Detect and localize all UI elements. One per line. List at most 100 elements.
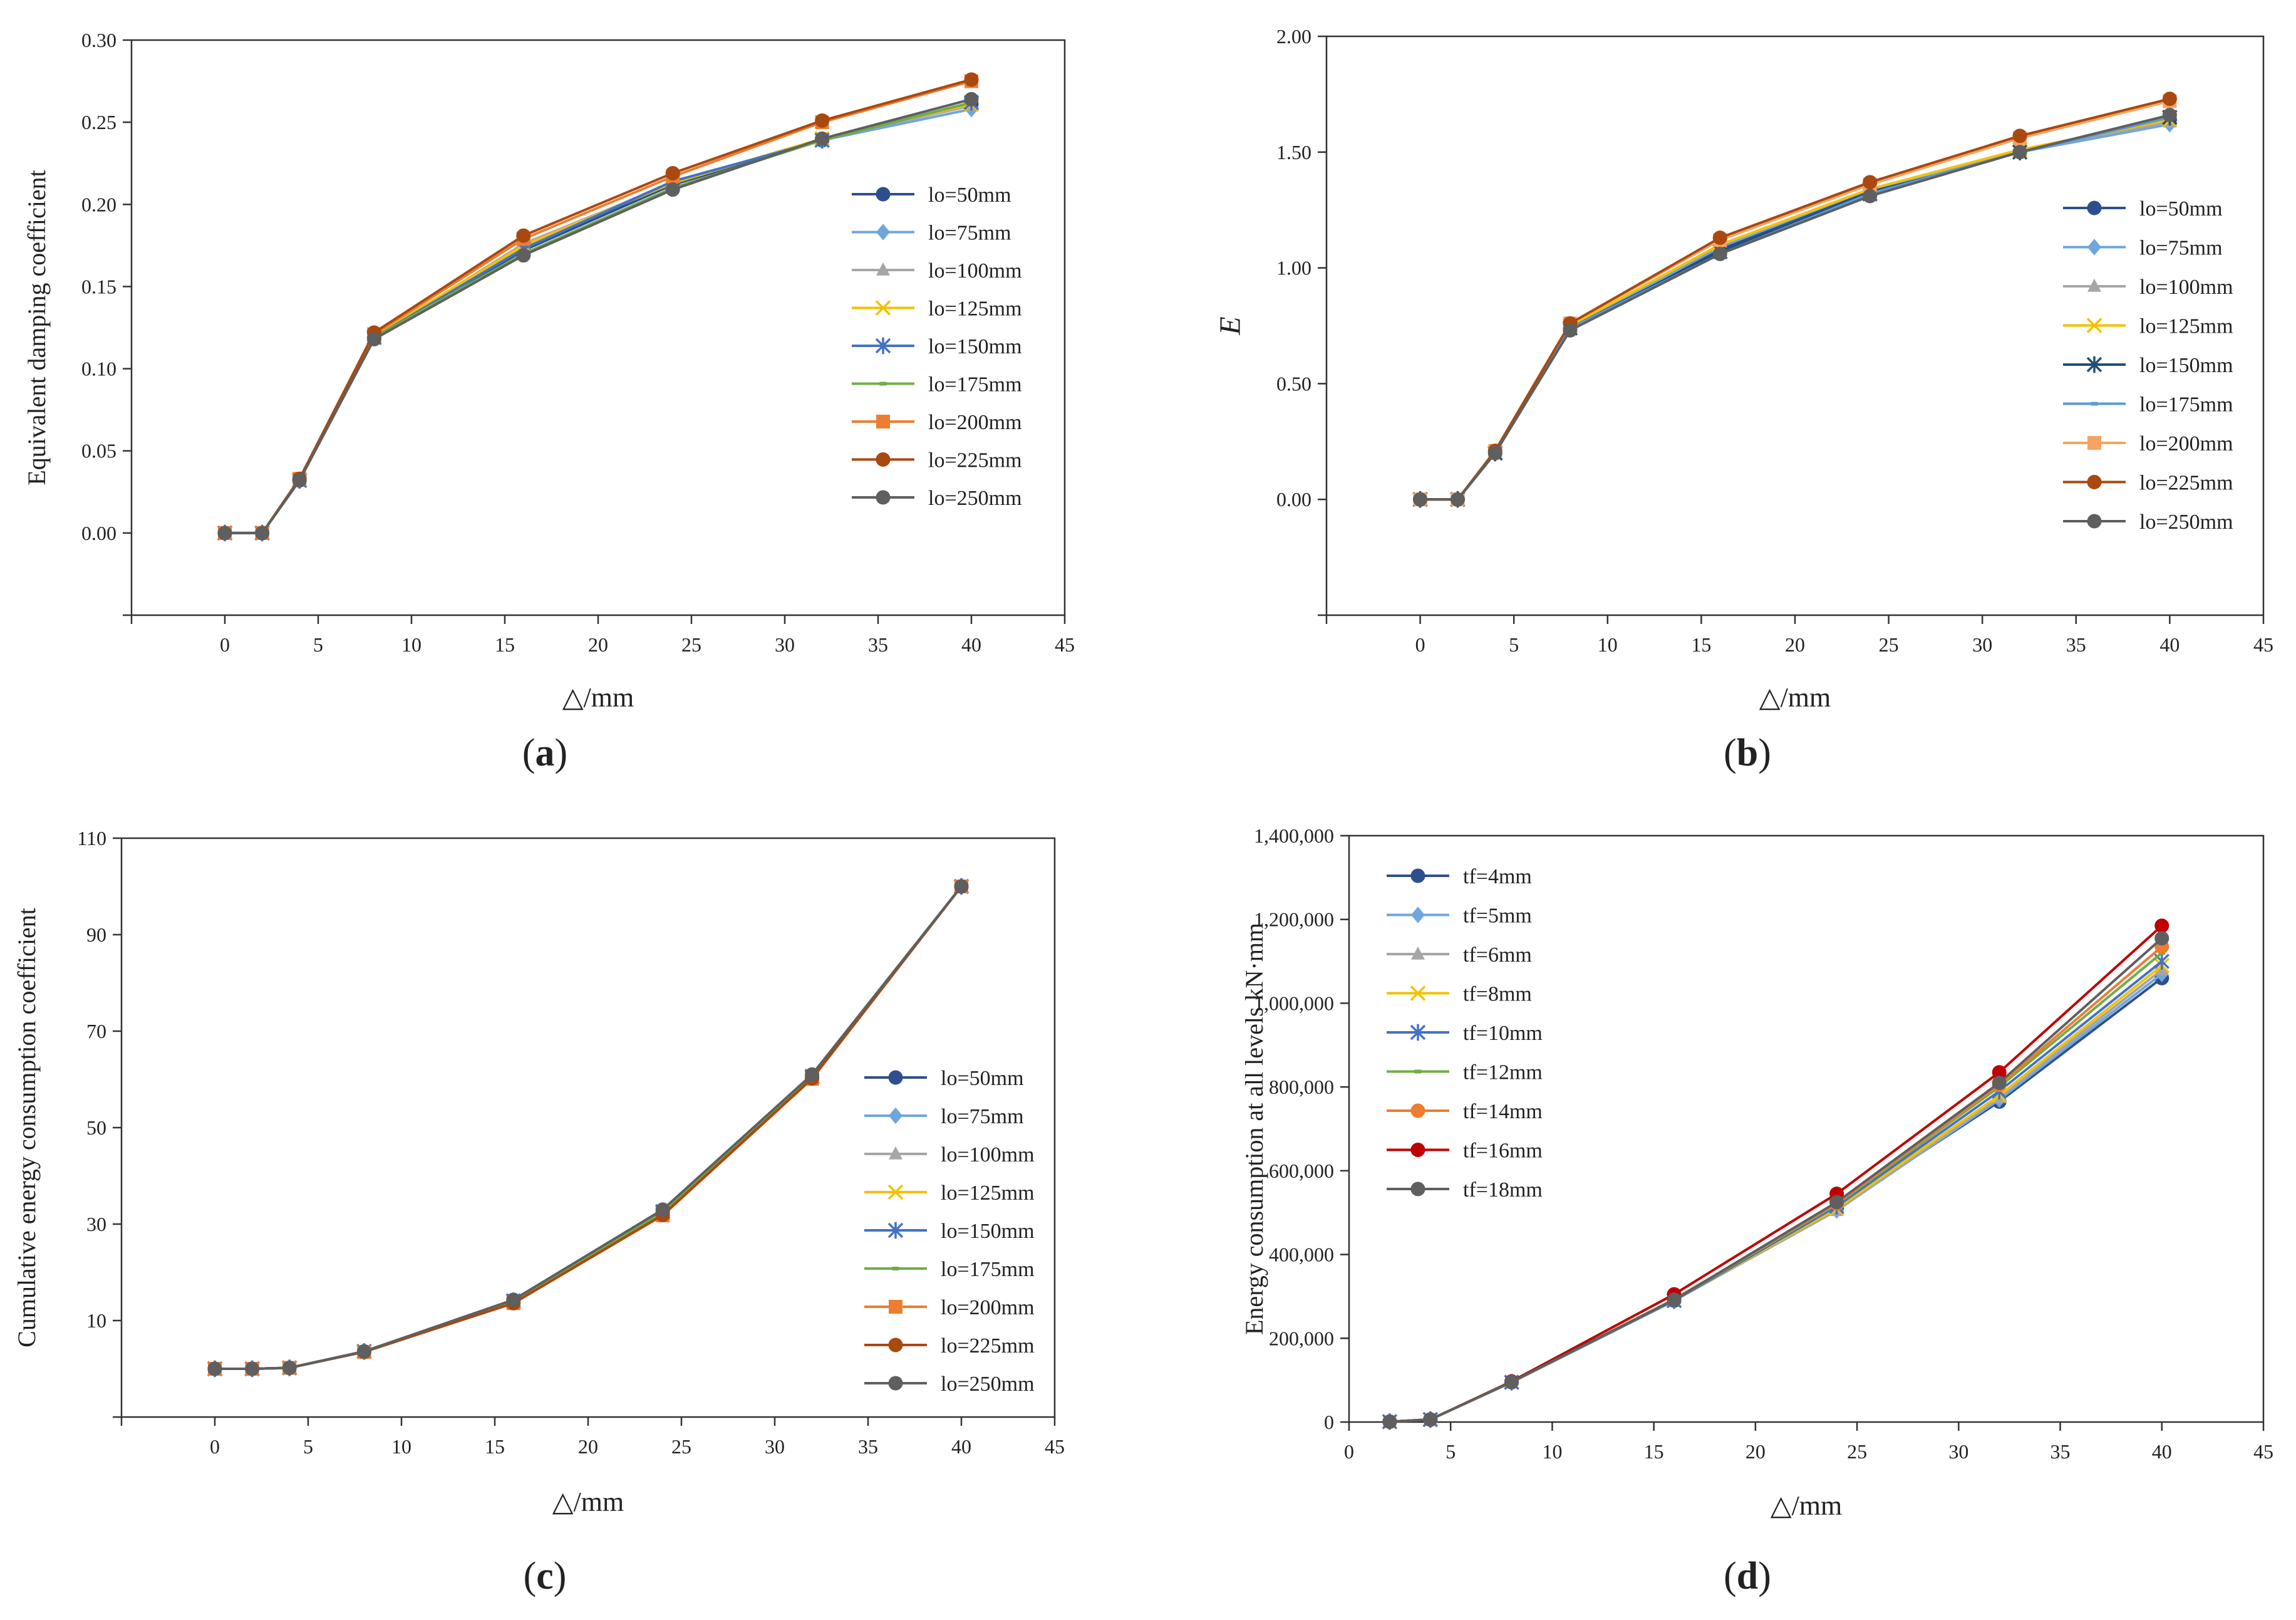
x-tick-label: 40: [961, 633, 981, 656]
x-tick-label: 15: [485, 1435, 505, 1458]
data-point: [665, 165, 680, 180]
data-point: [217, 526, 232, 541]
x-tick-label: 40: [951, 1435, 971, 1458]
legend: lo=50mm lo=75mm lo=100mm lo=125mm lo=150mm lo…: [852, 184, 1022, 510]
legend-swatch-marker: [888, 1070, 903, 1085]
data-point: [815, 113, 830, 128]
data-point: [516, 228, 531, 243]
x-axis-label: △/mm: [1759, 682, 1831, 713]
x-tick-label: 5: [303, 1435, 313, 1458]
legend-label: lo=200mm: [928, 411, 1022, 434]
x-tick-label: 35: [2050, 1440, 2071, 1463]
y-tick-label: 0.20: [81, 193, 116, 215]
legend-label: tf=5mm: [1463, 905, 1532, 928]
x-tick-label: 45: [1045, 1435, 1065, 1458]
legend-label: lo=50mm: [941, 1067, 1024, 1090]
y-tick-label: 0.05: [81, 440, 116, 462]
data-point: [1829, 1195, 1844, 1210]
x-tick-label: 0: [220, 633, 230, 656]
data-point: [1563, 323, 1578, 338]
legend-item-tf-18mm: tf=18mm: [1387, 1178, 1543, 1202]
x-tick-label: 10: [401, 633, 421, 656]
legend-item-lo-100mm: lo=100mm: [2063, 276, 2233, 299]
legend-label: lo=100mm: [928, 259, 1022, 283]
legend-swatch-marker: [1410, 868, 1425, 883]
x-tick-label: 25: [1847, 1440, 1867, 1463]
legend-label: tf=8mm: [1463, 983, 1532, 1006]
series-lo-250mm: [1413, 108, 2177, 507]
data-point: [292, 473, 307, 488]
x-tick-label: 20: [588, 633, 608, 656]
legend-item-tf-8mm: tf=8mm: [1387, 983, 1532, 1006]
caption-open-paren: (: [1724, 732, 1737, 774]
legend-swatch-marker: [876, 490, 891, 505]
y-tick-label: 0.15: [81, 275, 116, 298]
legend-swatch-marker: [2087, 278, 2101, 292]
legend-item-lo-250mm: lo=250mm: [864, 1373, 1035, 1396]
legend-label: lo=150mm: [2139, 354, 2233, 377]
y-tick-label: 90: [86, 923, 106, 946]
data-point: [1712, 246, 1727, 261]
y-tick-label: 2.00: [1276, 25, 1311, 48]
legend-item-lo-250mm: lo=250mm: [2063, 511, 2233, 534]
legend-label: lo=125mm: [928, 298, 1022, 321]
x-tick-label: 5: [1509, 633, 1519, 656]
data-point: [1712, 231, 1727, 246]
data-point: [1487, 445, 1502, 460]
data-point: [954, 879, 969, 894]
legend: tf=4mm tf=5mm tf=6mm tf=8mm tf=10mm tf=12mm tf…: [1387, 865, 1543, 1202]
series-lo-250mm: [217, 91, 979, 541]
data-point: [1382, 1414, 1397, 1429]
data-point: [1450, 492, 1465, 507]
data-point: [245, 1361, 260, 1376]
data-point: [516, 248, 531, 263]
legend-swatch-marker: [2087, 475, 2102, 489]
legend-swatch-marker: [875, 337, 891, 355]
legend: lo=50mm lo=75mm lo=100mm lo=125mm lo=150mm lo…: [2063, 197, 2233, 534]
legend-item-tf-10mm: tf=10mm: [1387, 1022, 1543, 1045]
legend-label: lo=100mm: [941, 1143, 1035, 1166]
caption-close-paren: ): [1758, 1555, 1771, 1597]
legend-label: lo=50mm: [2139, 197, 2223, 221]
legend-label: lo=75mm: [941, 1105, 1024, 1128]
legend-label: lo=125mm: [941, 1181, 1035, 1205]
legend-swatch-marker: [888, 1337, 903, 1353]
legend-item-lo-250mm: lo=250mm: [852, 487, 1022, 510]
x-tick-label: 5: [313, 633, 323, 656]
legend-label: tf=4mm: [1463, 865, 1532, 888]
legend-item-lo-50mm: lo=50mm: [2063, 197, 2223, 221]
legend-item-lo-200mm: lo=200mm: [2063, 432, 2233, 455]
chart-panel-d: 0 5 10 15 20 25 30 35 40 45 0 200,000 400,000 600,000…: [1240, 824, 2273, 1597]
legend-item-tf-12mm: tf=12mm: [1387, 1061, 1543, 1084]
data-point: [1413, 492, 1428, 507]
data-point: [1863, 189, 1878, 204]
legend: lo=50mm lo=75mm lo=100mm lo=125mm lo=150mm lo…: [864, 1067, 1035, 1396]
y-tick-label: 0.30: [81, 29, 116, 51]
y-tick-label: 0: [1324, 1411, 1334, 1433]
legend-swatch-marker: [888, 1376, 903, 1391]
legend-swatch-marker: [876, 415, 890, 428]
y-tick-label: 200,000: [1269, 1327, 1334, 1349]
x-tick-label: 35: [2066, 633, 2086, 656]
x-tick-label: 40: [2159, 633, 2180, 656]
x-tick-label: 20: [1785, 633, 1805, 656]
plot-frame: [1348, 834, 2265, 1423]
y-tick-label: 1,200,000: [1254, 908, 1334, 931]
x-tick-label: 35: [868, 633, 888, 656]
legend-label: lo=75mm: [2139, 237, 2223, 260]
x-tick-label: 25: [671, 1435, 691, 1458]
legend-swatch-marker: [2087, 239, 2101, 256]
data-point: [255, 526, 270, 541]
caption-letter: b: [1737, 732, 1758, 774]
y-tick-label: 1.00: [1276, 257, 1311, 279]
legend-item-lo-50mm: lo=50mm: [864, 1067, 1024, 1090]
x-tick-label: 20: [1745, 1440, 1766, 1463]
panel-caption: (b): [1724, 732, 1771, 774]
panel-caption: (d): [1724, 1555, 1771, 1597]
legend-swatch-marker: [2087, 200, 2102, 215]
legend-item-lo-225mm: lo=225mm: [852, 449, 1022, 472]
legend-label: lo=200mm: [2139, 432, 2233, 455]
legend-item-lo-175mm: lo=175mm: [2063, 393, 2233, 417]
legend-swatch-marker: [2087, 514, 2102, 529]
legend-item-lo-75mm: lo=75mm: [852, 222, 1011, 245]
